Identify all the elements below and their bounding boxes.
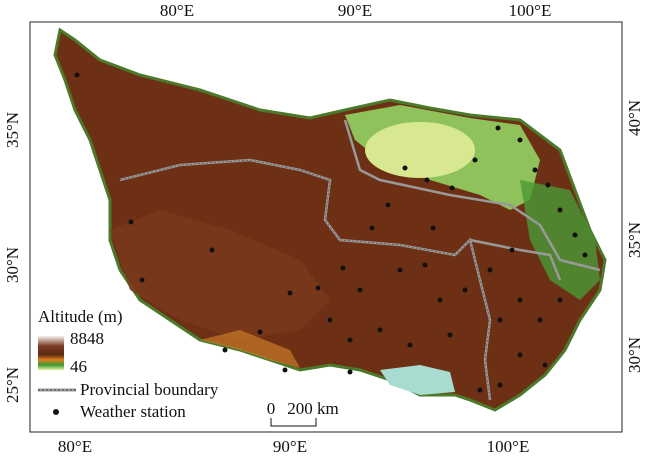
legend-station: Weather station <box>80 402 186 421</box>
bottom-label: 80°E <box>58 437 92 456</box>
left-label: 30°N <box>3 247 22 283</box>
station-symbol <box>53 409 59 415</box>
top-label: 80°E <box>160 1 194 20</box>
legend-boundary: Provincial boundary <box>80 380 219 399</box>
bottom-label: 90°E <box>273 437 307 456</box>
legend-title: Altitude (m) <box>38 307 123 326</box>
right-label: 35°N <box>625 222 644 258</box>
top-label: 90°E <box>338 1 372 20</box>
scale-line <box>270 418 317 427</box>
right-label: 40°N <box>625 100 644 136</box>
weather-stations <box>74 72 588 393</box>
legend-max: 8848 <box>70 329 104 348</box>
top-label: 100°E <box>509 1 552 20</box>
plateau <box>53 27 607 412</box>
altitude-ramp <box>38 336 64 370</box>
provincial-boundaries <box>119 119 601 401</box>
scale-end: 200 km <box>287 399 338 418</box>
scale-start: 0 <box>267 399 276 418</box>
legend: Altitude (m) 8848 46 Provincial boundary… <box>38 307 219 421</box>
scale-bar: 0 200 km <box>267 399 339 427</box>
right-label: 30°N <box>625 337 644 373</box>
legend-min: 46 <box>70 357 87 376</box>
left-label: 35°N <box>3 112 22 148</box>
bottom-label: 100°E <box>487 437 530 456</box>
left-label: 25°N <box>3 367 22 403</box>
